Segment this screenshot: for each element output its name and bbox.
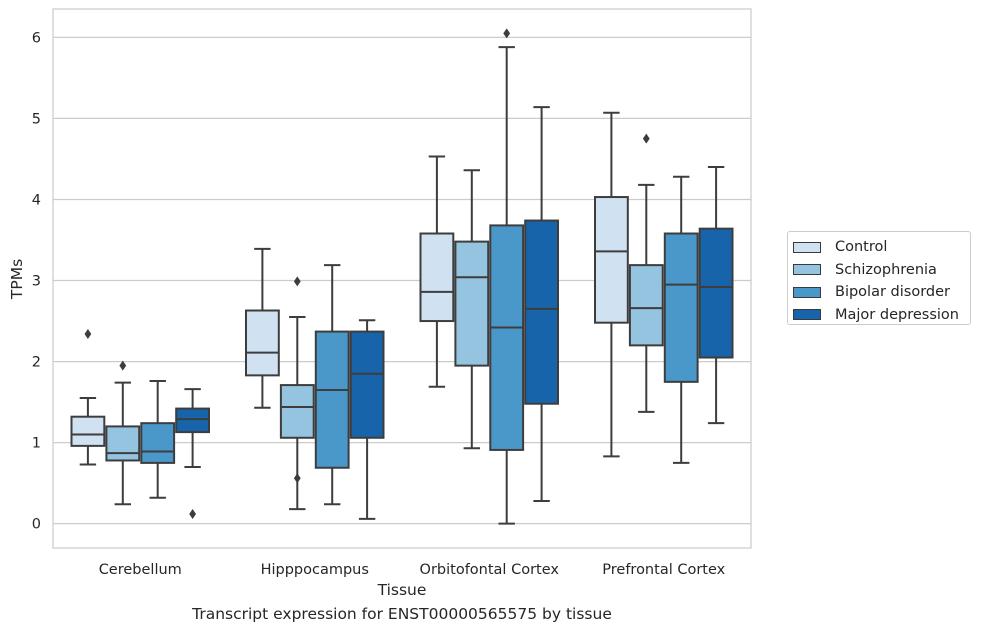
legend-item: Control bbox=[793, 236, 970, 259]
y-tick-label: 6 bbox=[32, 30, 41, 46]
legend-label: Major depression bbox=[835, 306, 959, 323]
box-iqr bbox=[140, 422, 176, 464]
y-tick-labels: 0 1 2 3 4 5 6 bbox=[32, 30, 41, 532]
box-iqr bbox=[349, 330, 385, 439]
legend-item: Bipolar disorder bbox=[793, 281, 970, 304]
box-2-0 bbox=[419, 155, 455, 388]
box-iqr bbox=[105, 425, 141, 462]
box-2-3 bbox=[524, 106, 560, 502]
y-tick-label: 3 bbox=[32, 274, 41, 290]
box-iqr bbox=[314, 330, 350, 469]
box-0-0 bbox=[70, 329, 106, 466]
legend-item: Major depression bbox=[793, 304, 970, 327]
box-iqr bbox=[70, 415, 106, 447]
box-iqr bbox=[419, 232, 455, 323]
box-iqr bbox=[489, 224, 525, 451]
legend-item: Schizophrenia bbox=[793, 259, 970, 282]
box-iqr bbox=[593, 196, 629, 324]
legend-label: Schizophrenia bbox=[835, 261, 937, 278]
legend: Control Schizophrenia Bipolar disorder Majo… bbox=[787, 231, 971, 325]
chart-caption: Transcript expression for ENST0000056557… bbox=[192, 605, 612, 623]
box-1-1 bbox=[279, 276, 315, 511]
box-iqr bbox=[279, 384, 315, 439]
y-tick-label: 4 bbox=[32, 192, 41, 208]
box-series bbox=[70, 28, 734, 525]
outlier-point bbox=[84, 329, 92, 340]
box-iqr bbox=[628, 264, 664, 347]
outlier-point bbox=[642, 133, 650, 144]
box-3-3 bbox=[698, 166, 734, 425]
box-1-3 bbox=[349, 319, 385, 520]
box-0-2 bbox=[140, 380, 176, 499]
x-tick-label: Prefrontal Cortex bbox=[602, 562, 725, 578]
legend-swatch bbox=[793, 286, 821, 298]
outlier-point bbox=[293, 276, 301, 287]
outlier-point bbox=[503, 28, 511, 39]
y-tick-label: 5 bbox=[32, 111, 41, 127]
box-0-1 bbox=[105, 360, 141, 506]
legend-label: Control bbox=[835, 239, 888, 256]
box-iqr bbox=[454, 240, 490, 367]
box-iqr bbox=[698, 227, 734, 359]
y-tick-label: 2 bbox=[32, 355, 41, 371]
x-tick-labels: Cerebellum Hipppocampus Orbitofontal Corte… bbox=[99, 562, 726, 578]
box-iqr bbox=[175, 407, 211, 434]
outlier-point bbox=[119, 360, 127, 371]
box-3-1 bbox=[628, 133, 664, 413]
y-tick-label: 1 bbox=[32, 436, 41, 452]
box-iqr bbox=[244, 309, 280, 377]
box-0-3 bbox=[175, 388, 211, 519]
legend-swatch bbox=[793, 309, 821, 321]
outlier-point bbox=[189, 508, 196, 519]
box-1-0 bbox=[244, 247, 280, 409]
y-tick-label: 0 bbox=[32, 517, 41, 533]
box-iqr bbox=[524, 219, 560, 405]
x-tick-label: Hipppocampus bbox=[261, 562, 369, 578]
x-axis-label: Tissue bbox=[377, 581, 427, 599]
box-1-2 bbox=[314, 264, 350, 506]
y-axis-label: TPMs bbox=[8, 259, 26, 300]
outlier-point bbox=[293, 473, 301, 484]
box-2-2 bbox=[489, 28, 525, 525]
x-tick-label: Cerebellum bbox=[99, 562, 182, 578]
box-3-2 bbox=[663, 175, 699, 464]
legend-swatch bbox=[793, 264, 821, 276]
box-3-0 bbox=[593, 111, 629, 458]
box-iqr bbox=[663, 232, 699, 383]
box-2-1 bbox=[454, 169, 490, 450]
legend-swatch bbox=[793, 241, 821, 253]
x-tick-label: Orbitofontal Cortex bbox=[420, 562, 560, 578]
plot-frame bbox=[52, 8, 752, 549]
legend-label: Bipolar disorder bbox=[835, 284, 950, 301]
